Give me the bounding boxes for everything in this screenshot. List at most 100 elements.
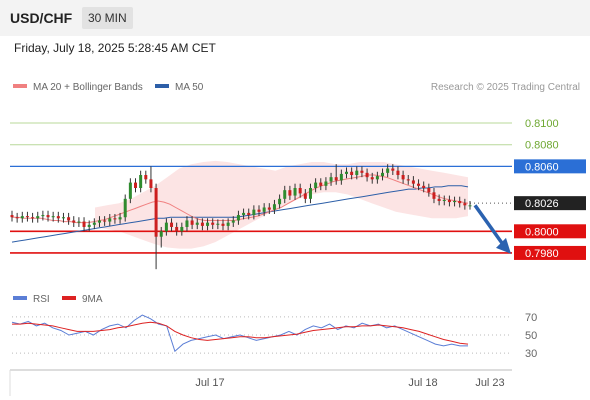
candle-body: [298, 188, 302, 194]
pivot-label: 0.8060: [525, 161, 559, 173]
x-tick-label: Jul 17: [195, 377, 224, 389]
rsi-legend-label: RSI: [33, 294, 50, 305]
candle-body: [221, 223, 225, 226]
candle-body: [10, 215, 14, 218]
candle-body: [25, 216, 29, 218]
candle-body: [324, 181, 328, 186]
candle-body: [82, 221, 86, 227]
candle-body: [386, 168, 390, 173]
candle-body: [108, 218, 112, 222]
rsi-panel: 70 50 30: [11, 312, 537, 360]
candle-body: [149, 179, 153, 188]
candle-body: [15, 217, 19, 219]
candle-body: [231, 220, 235, 223]
candle-body: [437, 198, 441, 201]
candle-body: [170, 222, 174, 227]
candle-body: [128, 182, 132, 199]
ma50-legend-swatch: [155, 84, 169, 88]
price-levels: [10, 122, 512, 254]
candle-body: [463, 203, 467, 206]
ma50-legend-label: MA 50: [175, 82, 204, 93]
candle-body: [154, 188, 158, 237]
candle-body: [61, 217, 65, 219]
rsi-tick-label: 30: [525, 348, 537, 360]
candle-body: [164, 222, 168, 232]
candle-body: [360, 170, 364, 173]
candle-body: [267, 207, 271, 210]
support-label: 0.7980: [525, 248, 559, 260]
candle-body: [41, 215, 45, 217]
moving-averages: [11, 174, 469, 243]
candle-body: [401, 175, 405, 180]
candle-body: [355, 170, 359, 176]
candle-body: [175, 226, 179, 232]
timeframe-button[interactable]: 30 MIN: [82, 7, 133, 29]
candle-body: [134, 182, 138, 188]
candle-body: [329, 177, 333, 182]
candle-body: [92, 222, 96, 225]
candle-body: [422, 185, 426, 188]
x-tick-label: Jul 18: [408, 377, 437, 389]
rsi-ma-line: [12, 321, 469, 345]
candle-body: [375, 176, 379, 180]
support-label-box: [514, 224, 586, 239]
support-label: 0.8000: [525, 226, 559, 238]
rsi-ma-legend-label: 9MA: [82, 294, 103, 305]
copyright-text: Research © 2025 Trading Central: [431, 82, 580, 93]
candle-body: [195, 222, 199, 225]
candle-body: [180, 226, 184, 232]
candle-body: [257, 209, 261, 212]
candle-body: [365, 172, 369, 178]
candle-body: [468, 205, 472, 207]
candle-body: [262, 207, 266, 212]
candle-body: [396, 170, 400, 176]
rsi-ma-legend-swatch: [62, 296, 76, 300]
candle-body: [190, 220, 194, 225]
candle-body: [31, 217, 35, 219]
rsi-tick-label: 70: [525, 312, 537, 324]
candle-body: [20, 216, 24, 219]
candle-body: [303, 193, 307, 199]
forecast-arrow-shaft: [473, 204, 506, 247]
x-axis: Jul 17 Jul 18 Jul 23: [9, 369, 512, 396]
candle-body: [453, 200, 457, 203]
candle-body: [200, 222, 204, 226]
rsi-legend: RSI 9MA: [13, 294, 103, 305]
candle-body: [211, 222, 215, 225]
candle-body: [339, 173, 343, 181]
rsi-line: [11, 314, 468, 353]
candle-body: [118, 217, 122, 220]
candle-body: [185, 220, 189, 227]
candle-body: [206, 222, 210, 226]
candle-body: [72, 220, 76, 223]
candle-body: [139, 175, 143, 188]
rsi-tick-label: 50: [525, 330, 537, 342]
pivot-label-box: [514, 159, 586, 174]
resistance-label: 0.8100: [525, 118, 559, 130]
candle-body: [103, 220, 107, 222]
candle-body: [113, 218, 117, 220]
candle-body: [283, 190, 287, 199]
ma20-legend-swatch: [13, 84, 27, 88]
chart-header: USD/CHF 30 MIN: [0, 0, 590, 36]
candle-body: [350, 171, 354, 176]
candle-body: [406, 179, 410, 181]
candle-body: [252, 209, 256, 216]
candle-body: [442, 199, 446, 201]
candle-body: [123, 198, 127, 218]
candle-body: [447, 199, 451, 203]
candle-body: [391, 168, 395, 171]
candle-body: [236, 215, 240, 221]
candle-body: [417, 183, 421, 186]
chart-datetime: Friday, July 18, 2025 5:28:45 AM CET: [14, 41, 216, 55]
candle-body: [144, 175, 148, 180]
candle-body: [87, 224, 91, 227]
ma20-line: [12, 174, 469, 224]
candle-body: [242, 212, 246, 216]
candle-body: [97, 220, 101, 223]
forecast-arrow: [473, 204, 511, 254]
candle-body: [288, 190, 292, 196]
candle-body: [272, 204, 276, 210]
